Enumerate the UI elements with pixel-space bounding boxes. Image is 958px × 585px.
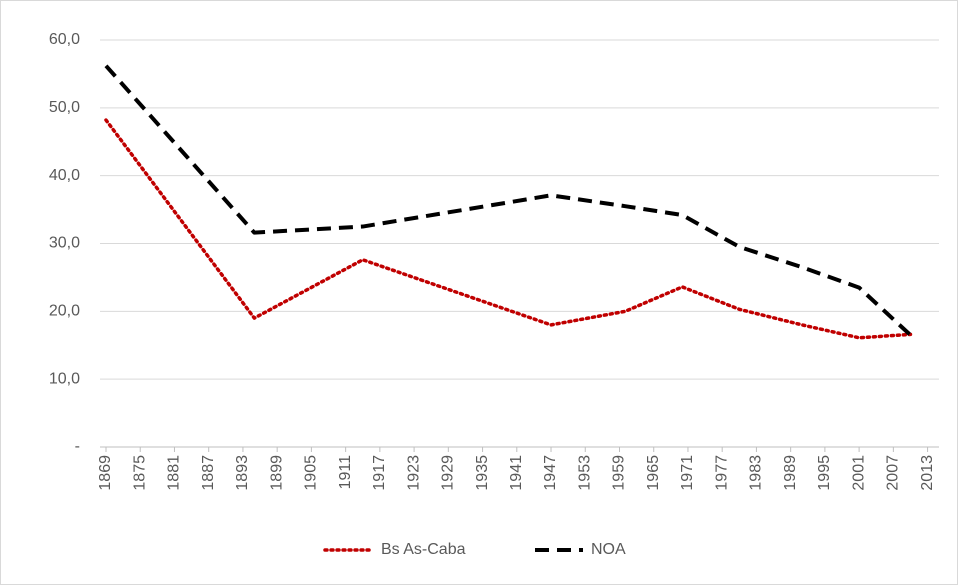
- x-tick-label: 1989: [782, 455, 799, 491]
- y-tick-label: 30,0: [49, 235, 80, 252]
- legend-label: NOA: [591, 541, 626, 558]
- x-tick-label: 1875: [131, 455, 148, 491]
- x-tick-label: 1941: [508, 455, 525, 491]
- series-line: [104, 118, 913, 340]
- x-tick-label: 1929: [440, 455, 457, 491]
- x-tick-label: 1977: [713, 455, 730, 491]
- x-tick-label: 1899: [268, 455, 285, 491]
- x-tick-label: 2001: [850, 455, 867, 491]
- x-tick-label: 1953: [576, 455, 593, 491]
- x-tick-label: 1959: [611, 455, 628, 491]
- x-tick-label: 2007: [885, 455, 902, 491]
- series-line: [104, 64, 912, 337]
- y-tick-label: 10,0: [49, 370, 80, 387]
- y-tick-label: 40,0: [49, 167, 80, 184]
- x-tick-label: 1971: [679, 455, 696, 491]
- y-tick-label: 50,0: [49, 99, 80, 116]
- x-tick-label: 1917: [371, 455, 388, 491]
- x-tick-label: 1983: [748, 455, 765, 491]
- x-tick-label: 1881: [166, 455, 183, 491]
- y-tick-label: 60,0: [49, 31, 80, 48]
- x-tick-label: 2013: [919, 455, 936, 491]
- x-tick-label: 1995: [816, 455, 833, 491]
- x-tick-label: 1911: [337, 455, 354, 490]
- x-tick-label: 1887: [200, 455, 217, 491]
- x-tick-label: 1893: [234, 455, 251, 491]
- x-tick-label: 1965: [645, 455, 662, 491]
- x-tick-label: 1947: [542, 455, 559, 491]
- x-tick-label: 1869: [97, 455, 114, 491]
- x-tick-label: 1905: [303, 455, 320, 491]
- legend-label: Bs As-Caba: [381, 541, 466, 558]
- x-tick-label: 1935: [474, 455, 491, 491]
- y-tick-label: 20,0: [49, 303, 80, 320]
- x-tick-label: 1923: [405, 455, 422, 491]
- y-tick-label: -: [75, 438, 80, 455]
